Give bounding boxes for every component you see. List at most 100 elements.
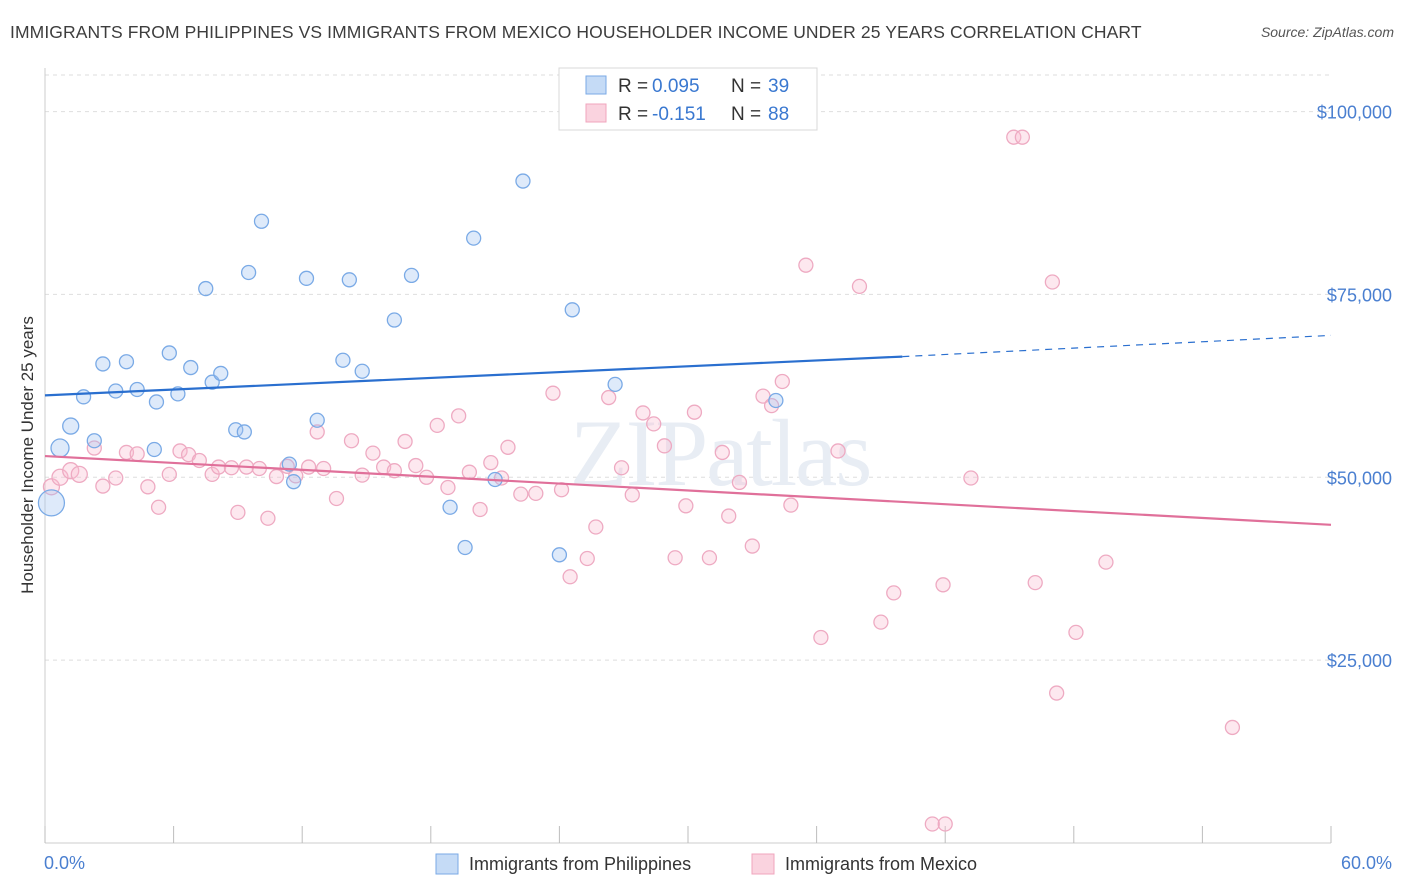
mexico-point-80	[1006, 129, 1022, 145]
legend-n-label-2: N =	[731, 104, 761, 125]
mexico-point-76	[924, 816, 940, 832]
mexico-point-10	[150, 499, 167, 515]
mexico-point-29	[343, 433, 360, 449]
mexico-trend-line	[44, 454, 1332, 526]
philippines-point-23	[298, 270, 315, 286]
mexico-point-70	[798, 257, 814, 273]
philippines-point-38	[768, 392, 784, 409]
bottom-legend: Immigrants from Philippines Immigrants f…	[435, 853, 977, 875]
mexico-point-61	[701, 550, 718, 566]
legend-r-value-1: 0.095	[652, 76, 700, 97]
philippines-point-30	[442, 499, 458, 515]
mexico-point-74	[873, 614, 889, 630]
mexico-point-26	[309, 424, 325, 440]
mexico-point-68	[774, 373, 790, 390]
mexico-point-59	[678, 498, 694, 514]
mexico-point-75	[886, 585, 902, 601]
mexico-point-25	[300, 459, 317, 475]
mexico-point-51	[588, 519, 604, 535]
philippines-point-2	[62, 417, 80, 435]
mexico-point-18	[230, 504, 246, 521]
philippines-trend-line	[44, 355, 903, 397]
x-tick-label-max: 60.0%	[1341, 853, 1392, 873]
y-tick-labels: $100,000 $75,000 $50,000 $25,000	[1317, 103, 1392, 672]
mexico-point-40	[461, 464, 478, 480]
mexico-point-21	[260, 510, 276, 526]
mexico-point-87	[1224, 719, 1241, 736]
mexico-point-71	[813, 629, 829, 646]
series-mexico-points	[42, 129, 1241, 832]
philippines-point-14	[198, 280, 214, 297]
mexico-point-3	[70, 465, 88, 484]
philippines-point-28	[386, 312, 403, 328]
mexico-point-38	[440, 479, 456, 496]
mexico-point-85	[1068, 624, 1084, 640]
philippines-point-18	[236, 424, 252, 440]
mexico-point-54	[624, 487, 640, 503]
philippines-point-34	[515, 173, 531, 189]
mexico-point-78	[937, 816, 953, 832]
mexico-point-37	[429, 417, 445, 434]
legend-swatch-mexico	[585, 103, 607, 123]
legend-box: R = 0.095 N = 39 R = -0.151 N = 88	[558, 67, 818, 131]
mexico-point-81	[1014, 129, 1031, 145]
mexico-point-79	[963, 470, 979, 486]
mexico-point-49	[562, 569, 578, 585]
mexico-point-8	[129, 446, 145, 462]
philippines-point-4	[86, 433, 102, 449]
y-tick-label-1: $75,000	[1327, 285, 1392, 305]
mexico-point-5	[95, 478, 111, 494]
y-tick-label-2: $50,000	[1327, 468, 1392, 488]
mexico-point-9	[140, 479, 156, 495]
legend-n-label-1: N =	[731, 76, 761, 97]
mexico-point-55	[635, 405, 651, 421]
mexico-point-6	[108, 470, 124, 486]
mexico-point-62	[714, 444, 730, 461]
philippines-point-35	[551, 547, 568, 563]
x-tick-label-min: 0.0%	[44, 853, 85, 873]
mexico-point-2	[62, 462, 80, 480]
philippines-point-10	[148, 394, 165, 410]
philippines-point-22	[285, 474, 302, 490]
chart-source: Source: ZipAtlas.com	[1260, 24, 1394, 40]
philippines-point-27	[354, 363, 370, 379]
mexico-point-42	[483, 455, 499, 471]
philippines-point-9	[146, 441, 162, 458]
mexico-point-28	[328, 490, 345, 507]
mexico-point-12	[172, 443, 188, 459]
mexico-point-31	[365, 445, 381, 461]
mexico-point-58	[667, 550, 683, 566]
grid-lines	[45, 74, 1331, 661]
legend-r-label-2: R =	[618, 104, 648, 125]
mexico-point-86	[1098, 554, 1114, 570]
axes	[44, 68, 1332, 844]
legend-swatch-philippines	[585, 75, 607, 95]
legend-r-value-2: -0.151	[652, 104, 706, 125]
watermark: ZIPatlas	[570, 400, 871, 506]
mexico-point-53	[613, 460, 630, 476]
philippines-point-25	[335, 352, 351, 368]
philippines-point-24	[309, 412, 325, 428]
y-axis-title: Householder Income Under 25 years	[18, 316, 37, 594]
philippines-point-21	[281, 456, 297, 472]
mexico-point-64	[731, 474, 748, 491]
bottom-legend-swatch-mexico	[751, 853, 775, 875]
bottom-legend-swatch-philippines	[435, 853, 459, 875]
philippines-point-3	[75, 389, 92, 405]
mexico-point-47	[545, 385, 561, 401]
mexico-point-73	[851, 278, 868, 295]
mexico-point-11	[161, 466, 177, 483]
mexico-point-30	[354, 467, 370, 483]
philippines-point-20	[253, 213, 270, 229]
philippines-point-7	[118, 354, 135, 370]
philippines-point-31	[457, 539, 473, 556]
y-tick-label-3: $25,000	[1327, 651, 1392, 671]
philippines-point-36	[564, 302, 580, 318]
mexico-point-82	[1027, 574, 1043, 591]
bottom-legend-label-philippines: Immigrants from Philippines	[469, 854, 691, 874]
mexico-point-83	[1044, 274, 1061, 290]
mexico-point-72	[830, 443, 846, 459]
philippines-point-19	[240, 264, 257, 281]
mexico-point-27	[315, 460, 332, 477]
